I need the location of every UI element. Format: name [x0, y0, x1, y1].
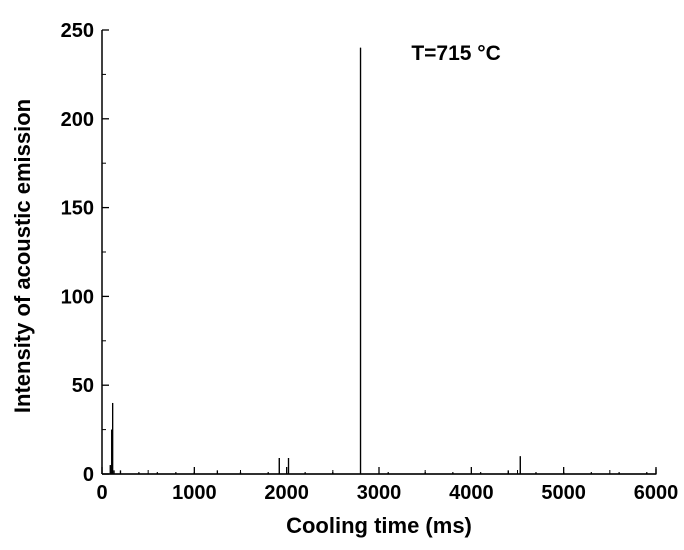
y-axis-title: Intensity of acoustic emission [10, 99, 35, 413]
x-tick-label: 5000 [541, 482, 586, 504]
y-tick-label: 250 [61, 20, 94, 42]
y-tick-label: 100 [61, 286, 94, 308]
y-tick-label: 0 [83, 464, 94, 486]
plot-area [102, 47, 657, 475]
series-line [102, 47, 657, 475]
axes: 0 50 100 150 200 250 0 1000 2000 3000 4000 5000 6000 [61, 20, 679, 504]
x-tick-label: 0 [96, 482, 107, 504]
x-axis-title: Cooling time (ms) [286, 513, 472, 538]
x-tick-label: 2000 [264, 482, 309, 504]
x-tick-label: 1000 [172, 482, 217, 504]
x-tick-label: 4000 [449, 482, 494, 504]
y-tick-label: 50 [72, 375, 94, 397]
x-tick-label: 6000 [634, 482, 679, 504]
y-tick-label: 200 [61, 109, 94, 131]
temperature-annotation: T=715 °C [411, 42, 501, 65]
x-tick-label: 3000 [357, 482, 402, 504]
y-tick-label: 150 [61, 198, 94, 220]
